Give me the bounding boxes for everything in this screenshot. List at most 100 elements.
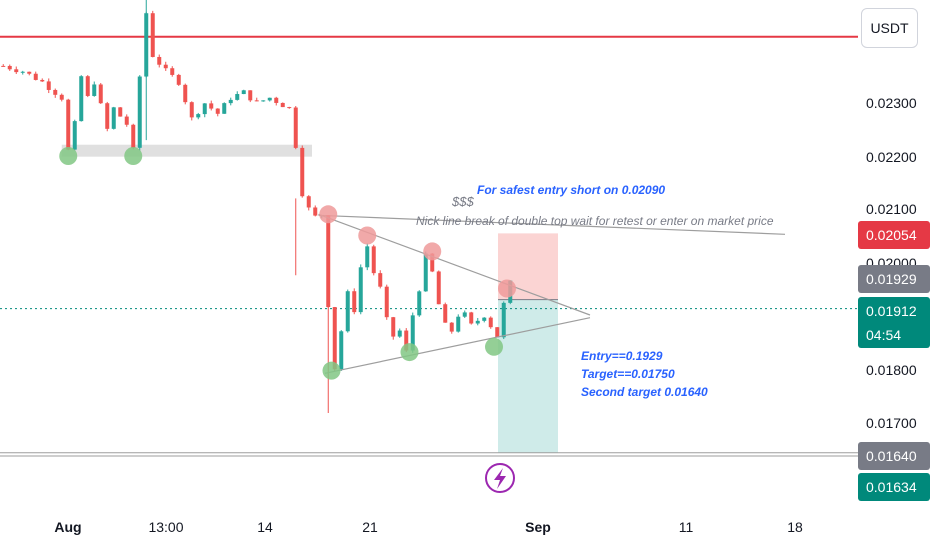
entry-price-label: 0.01929: [866, 271, 917, 287]
candle-body: [371, 246, 376, 274]
low-price-badge: [858, 473, 930, 501]
candle-body: [397, 330, 402, 337]
candle-body: [384, 286, 389, 318]
annotation-dollar: $$$: [451, 194, 474, 209]
y-tick: 0.02300: [866, 95, 917, 111]
target-price-label: 0.01640: [866, 448, 917, 464]
candle-body: [449, 322, 454, 332]
x-tick: 18: [787, 519, 803, 535]
target-price-badge: [858, 442, 930, 470]
candle-body: [1, 65, 6, 67]
candle-body: [46, 81, 51, 90]
resistance-touch-marker: [498, 279, 516, 298]
lightning-icon[interactable]: [485, 463, 515, 493]
candle-body: [137, 76, 142, 148]
candle-body: [98, 84, 103, 104]
support-touch-marker: [124, 147, 143, 165]
currency-selector-button[interactable]: USDT: [861, 8, 918, 48]
candle-body: [352, 291, 357, 313]
candle-body: [300, 147, 305, 197]
candle-body: [66, 99, 71, 150]
x-axis[interactable]: Aug 13:00 14 21 Sep 11 18: [54, 519, 803, 535]
annotation-entry-title: For safest entry short on 0.02090: [477, 183, 665, 197]
y-tick: 0.02200: [866, 149, 917, 165]
candle-body: [267, 97, 272, 101]
candle-body: [345, 291, 350, 332]
candle-body: [293, 107, 298, 148]
candle-body: [436, 271, 441, 305]
candle-body: [378, 273, 383, 287]
support-zone: [61, 144, 312, 157]
candle-body: [254, 100, 259, 102]
candle-body: [27, 71, 32, 74]
y-tick: 0.01800: [866, 362, 917, 378]
candle-body: [222, 103, 227, 114]
candle-body: [501, 302, 506, 338]
candle-body: [430, 253, 435, 272]
support-touch-marker: [400, 343, 419, 362]
annotation-second-target: Second target 0.01640: [581, 385, 708, 399]
candle-body: [131, 124, 136, 148]
candle-body: [456, 316, 461, 332]
candle-body: [358, 267, 363, 313]
candle-body: [92, 84, 97, 96]
candle-body: [105, 103, 110, 129]
candle-body: [189, 102, 194, 118]
candle-body: [274, 97, 279, 103]
candle-body: [79, 76, 84, 122]
candle-body: [209, 103, 214, 109]
candle-body: [469, 312, 474, 324]
x-tick: 14: [257, 519, 273, 535]
annotation-entry: Entry==0.1929: [581, 349, 663, 363]
candle-body: [306, 196, 311, 208]
x-tick: 21: [362, 519, 378, 535]
candle-body: [326, 215, 331, 308]
candle-body: [111, 107, 116, 129]
candlestick-series: [1, 0, 513, 414]
resistance-touch-marker: [358, 226, 377, 245]
candle-body: [157, 56, 162, 65]
candle-body: [241, 90, 246, 95]
candle-body: [163, 64, 168, 69]
candle-body: [20, 71, 25, 73]
candle-body: [287, 107, 292, 109]
support-touch-marker: [485, 337, 503, 356]
candle-body: [215, 108, 220, 114]
candle-body: [482, 317, 487, 321]
candle-body: [280, 102, 285, 108]
x-tick: 11: [679, 519, 694, 535]
candle-body: [261, 100, 266, 102]
candle-body: [150, 13, 155, 57]
candle-body: [410, 315, 415, 351]
candle-body: [183, 84, 188, 103]
candle-body: [423, 253, 428, 292]
candle-body: [228, 99, 233, 104]
annotation-target: Target==0.01750: [581, 367, 675, 381]
entry-price-badge: [858, 265, 930, 293]
low-price-label: 0.01634: [866, 479, 917, 495]
neckline: [318, 214, 786, 235]
candle-body: [404, 330, 409, 351]
stop-price-badge: [858, 221, 930, 249]
candle-body: [72, 121, 77, 150]
current-price-badge: [858, 297, 930, 348]
candle-body: [176, 74, 181, 85]
candle-body: [124, 116, 129, 125]
stop-price-label: 0.02054: [866, 227, 917, 243]
candle-body: [53, 89, 58, 95]
y-axis[interactable]: 0.02300 0.02200 0.02100 0.02000 0.01800 …: [866, 95, 917, 431]
candle-body: [365, 246, 370, 268]
candle-body: [235, 94, 240, 100]
candle-body: [14, 69, 19, 73]
candle-body: [495, 327, 500, 338]
candle-body: [488, 317, 493, 328]
x-tick: Aug: [54, 519, 81, 535]
x-tick: 13:00: [148, 519, 183, 535]
candle-body: [443, 304, 448, 323]
candle-body: [7, 65, 12, 70]
resistance-touch-marker: [423, 242, 442, 261]
y-tick: 0.02100: [866, 201, 917, 217]
candle-body: [339, 331, 344, 370]
x-tick: Sep: [525, 519, 551, 535]
